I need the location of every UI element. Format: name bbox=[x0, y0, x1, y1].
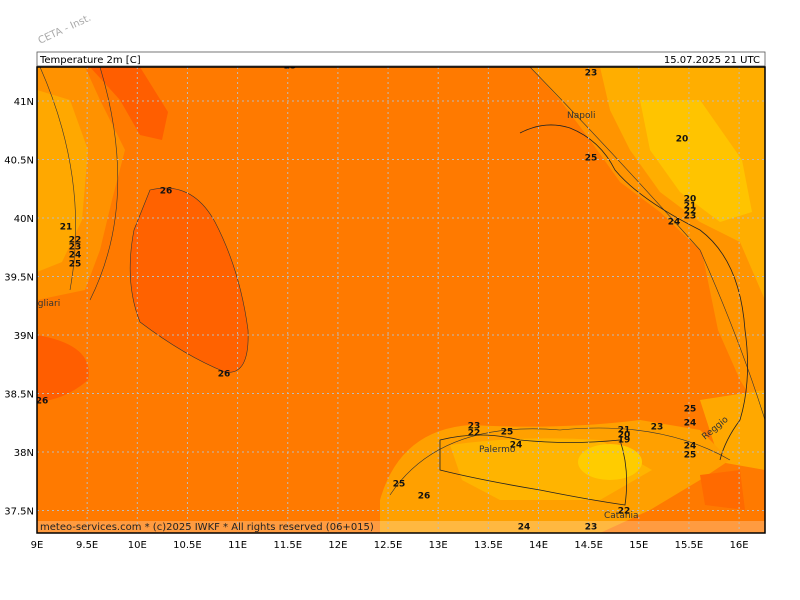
contour-label: 19 bbox=[618, 436, 631, 446]
contour-label: 25 bbox=[585, 154, 598, 164]
lon-tick-label: 9E bbox=[31, 540, 44, 551]
contour-label: 22 bbox=[684, 207, 697, 217]
contour-label: 25 bbox=[684, 451, 697, 461]
contour-label: 22 bbox=[69, 236, 82, 246]
lat-tick-label: 38N bbox=[14, 448, 34, 459]
contour-label: 20 bbox=[684, 195, 697, 205]
valid-time: 15.07.2025 21 UTC bbox=[664, 55, 760, 66]
cool-area bbox=[640, 100, 752, 222]
contour-label: 23 bbox=[684, 212, 697, 222]
contour-label: 20 bbox=[676, 135, 689, 145]
contour-label: 25 bbox=[393, 480, 406, 490]
coastline bbox=[439, 124, 748, 506]
lon-tick-label: 12E bbox=[328, 540, 347, 551]
watermark: CETA - Inst. bbox=[37, 13, 93, 47]
copyright: meteo-services.com * (c)2025 IWKF * All … bbox=[40, 522, 374, 533]
lon-tick-label: 15.5E bbox=[675, 540, 704, 551]
lon-tick-label: 15E bbox=[629, 540, 648, 551]
lon-tick-label: 10.5E bbox=[173, 540, 202, 551]
contour-label: 23 bbox=[284, 62, 297, 72]
lon-tick-label: 11.5E bbox=[273, 540, 302, 551]
contour-label: 21 bbox=[60, 223, 73, 233]
contour-label: 24 bbox=[69, 251, 82, 261]
place-label: Catania bbox=[604, 511, 639, 521]
lat-tick-label: 41N bbox=[14, 97, 34, 108]
contour-label: 23 bbox=[651, 423, 664, 433]
lon-tick-label: 9.5E bbox=[76, 540, 98, 551]
lon-tick-label: 14.5E bbox=[574, 540, 603, 551]
lat-tick-label: 40.5N bbox=[4, 156, 34, 167]
lat-tick-label: 40N bbox=[14, 214, 34, 225]
contour-label: 26 bbox=[36, 397, 49, 407]
lon-tick-label: 11E bbox=[228, 540, 247, 551]
cool-area bbox=[578, 444, 642, 480]
warm-area bbox=[129, 187, 249, 373]
warm-area bbox=[700, 470, 745, 510]
contour-label: 21 bbox=[684, 202, 697, 212]
lon-tick-label: 13E bbox=[429, 540, 448, 551]
cool-area bbox=[37, 90, 88, 272]
contour-label: 23 bbox=[69, 243, 82, 253]
lat-tick-label: 37.5N bbox=[4, 507, 34, 518]
lon-tick-label: 10E bbox=[128, 540, 147, 551]
lat-tick-label: 39N bbox=[14, 331, 34, 342]
contour-label: 21 bbox=[618, 426, 631, 436]
contour-label: 22 bbox=[618, 507, 631, 517]
contour-label: 24 bbox=[684, 442, 697, 452]
lon-tick-label: 16E bbox=[730, 540, 749, 551]
lat-tick-label: 38.5N bbox=[4, 390, 34, 401]
contour-label: 23 bbox=[468, 422, 481, 432]
contour-label: 26 bbox=[218, 370, 231, 380]
map-field: NapoliCagliariPalermoCataniaReggio232621… bbox=[26, 62, 765, 533]
contour-label: 25 bbox=[684, 405, 697, 415]
place-label: Palermo bbox=[479, 445, 516, 455]
lon-tick-label: 13.5E bbox=[474, 540, 503, 551]
place-label: Cagliari bbox=[26, 299, 60, 309]
map-frame bbox=[36, 66, 766, 534]
warm-area bbox=[90, 67, 168, 140]
contour-label: 25 bbox=[501, 428, 514, 438]
contour-label: 26 bbox=[160, 187, 173, 197]
header-bar bbox=[36, 51, 766, 67]
contour-label: 23 bbox=[585, 69, 598, 79]
contour-label: 20 bbox=[618, 431, 631, 441]
place-label: Napoli bbox=[567, 111, 595, 121]
contour-label: 24 bbox=[518, 523, 531, 533]
contour-label: 25 bbox=[69, 260, 82, 270]
lon-tick-label: 14E bbox=[529, 540, 548, 551]
map-title: Temperature 2m [C] bbox=[39, 55, 141, 66]
lat-tick-label: 39.5N bbox=[4, 273, 34, 284]
footer-band bbox=[37, 521, 765, 533]
warm-area bbox=[37, 335, 89, 402]
lon-tick-label: 12.5E bbox=[374, 540, 403, 551]
contour-label: 23 bbox=[585, 523, 598, 533]
isotherm bbox=[39, 67, 765, 496]
contour-label: 24 bbox=[510, 441, 523, 451]
contour-label: 24 bbox=[684, 419, 697, 429]
contour-label: 24 bbox=[668, 218, 681, 228]
contour-label: 26 bbox=[418, 492, 431, 502]
contour-label: 22 bbox=[468, 429, 481, 439]
